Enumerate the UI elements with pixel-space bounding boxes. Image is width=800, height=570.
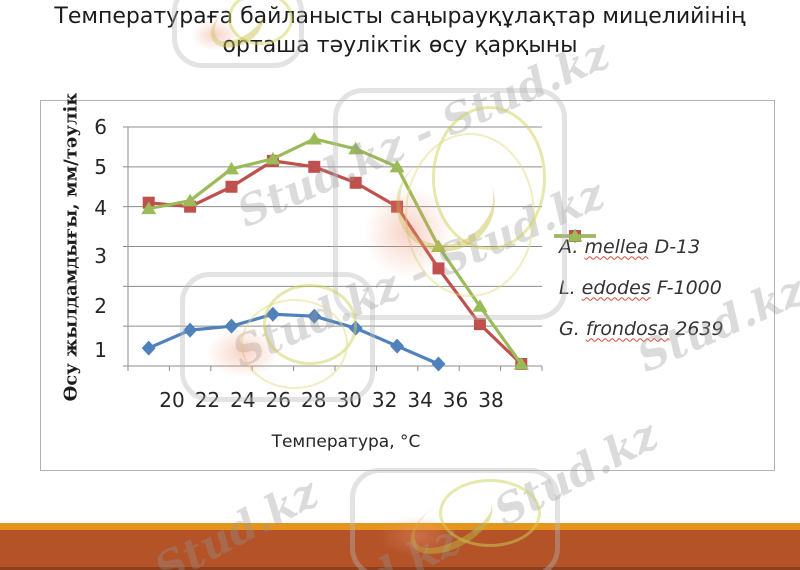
y-tick-label: 4 — [94, 195, 107, 220]
legend-item-2: G. frondosa 2639 — [553, 229, 771, 349]
data-point-marker — [307, 308, 322, 324]
legend-label: L. edodes F-1000 — [559, 276, 722, 299]
title-line-1: Температураға байланысты саңырауқұлақтар… — [54, 4, 746, 29]
y-axis-title: Өсу жылдамдығы, мм/тәулік — [60, 92, 82, 402]
x-tick-label: 30 — [336, 388, 362, 412]
data-point-marker — [183, 322, 198, 338]
data-point-marker — [348, 141, 364, 155]
data-point-marker — [141, 340, 156, 356]
data-point-marker — [224, 161, 239, 175]
x-tick-label: 24 — [230, 388, 256, 412]
data-point-marker — [473, 318, 486, 331]
x-tick-label: 20 — [159, 388, 185, 412]
data-point-marker — [265, 151, 281, 165]
y-tick-label: 3 — [94, 243, 107, 268]
data-point-marker — [308, 160, 321, 173]
footer-accent-stripe — [0, 523, 800, 530]
chart-legend: A. mellea D-13 L. edodes F-1000 G. frondos… — [553, 226, 771, 349]
data-point-marker — [513, 357, 529, 370]
footer-band — [0, 530, 800, 570]
y-tick-label: 6 — [94, 115, 107, 139]
x-tick-label: 26 — [265, 388, 292, 412]
data-point-marker — [431, 356, 446, 372]
data-point-marker — [390, 338, 405, 354]
legend-label: G. frondosa 2639 — [559, 317, 724, 340]
legend-label: A. mellea D-13 — [559, 235, 701, 258]
x-tick-label: 28 — [301, 388, 327, 412]
y-tick-label: 1 — [94, 338, 107, 363]
data-point-marker — [472, 299, 488, 312]
x-tick-label: 36 — [442, 388, 469, 412]
data-point-marker — [349, 176, 362, 189]
y-tick-label: 5 — [94, 154, 107, 179]
legend-marker-triangle-icon — [554, 229, 596, 242]
slide-title: Температураға байланысты саңырауқұлақтар… — [0, 2, 800, 60]
x-tick-label: 34 — [407, 388, 433, 412]
data-point-marker — [265, 306, 280, 322]
x-axis-title: Температура, °С — [271, 432, 421, 452]
title-line-2: орташа тәуліктік өсу қарқыны — [222, 33, 578, 58]
data-point-marker — [348, 320, 363, 336]
legend-item-1: L. edodes F-1000 — [553, 230, 771, 308]
data-point-marker — [141, 201, 157, 215]
x-tick-label: 32 — [371, 388, 398, 412]
series-line-0 — [148, 312, 440, 366]
series-line-2 — [148, 137, 523, 365]
y-tick-label: 2 — [94, 294, 107, 319]
data-point-marker — [391, 200, 404, 213]
data-point-marker — [432, 262, 445, 275]
x-tick-label: 22 — [194, 388, 221, 412]
x-tick-label: 38 — [478, 388, 504, 412]
data-point-marker — [306, 131, 322, 145]
data-point-marker — [431, 239, 446, 252]
data-point-marker — [389, 159, 405, 173]
data-point-marker — [182, 193, 198, 207]
data-point-marker — [224, 318, 239, 334]
data-point-marker — [225, 180, 238, 193]
